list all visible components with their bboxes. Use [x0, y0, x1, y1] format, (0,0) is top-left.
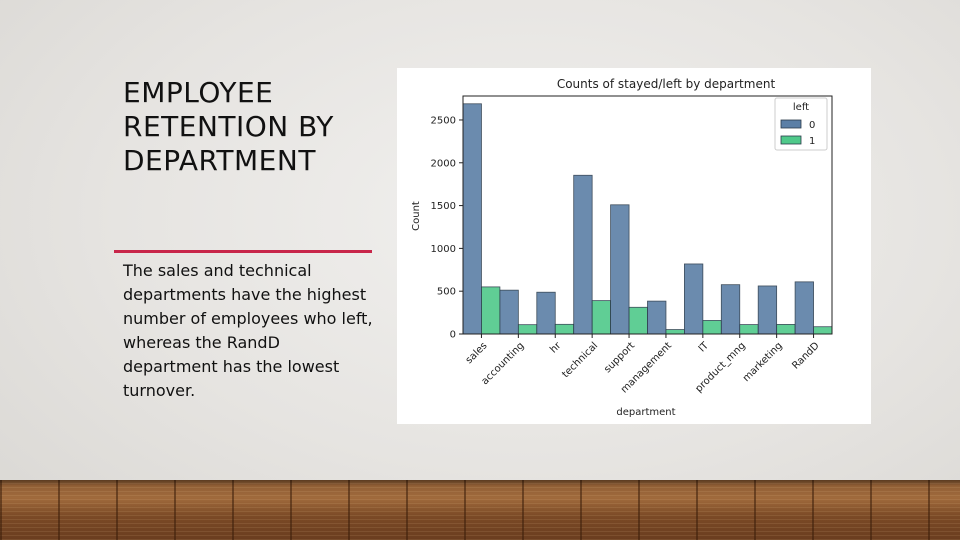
bar-accounting-left-1 — [517, 324, 538, 335]
bar-sales-left-1 — [481, 286, 501, 335]
bar-management-left-1 — [665, 329, 685, 335]
bar-support-left-1 — [628, 306, 648, 335]
x-tick-label-hr: hr — [548, 340, 564, 356]
x-axis-label: department — [616, 407, 675, 418]
bar-marketing-left-0 — [757, 285, 778, 335]
x-tick-label-marketing: marketing — [741, 340, 785, 384]
bar-technical-left-0 — [573, 174, 593, 335]
bar-RandD-left-0 — [794, 281, 814, 335]
floor-shadow — [0, 480, 960, 486]
bar-IT-left-1 — [702, 320, 722, 335]
bar-product_mng-left-1 — [739, 324, 759, 335]
bar-sales-left-0 — [462, 103, 482, 335]
y-tick-label: 2000 — [431, 158, 456, 169]
y-tick-label: 500 — [437, 287, 456, 298]
legend-label-1: 1 — [809, 136, 815, 147]
wooden-floor-decoration — [0, 480, 960, 540]
bar-IT-left-0 — [683, 263, 704, 335]
x-tick-label-technical: technical — [560, 340, 600, 380]
x-tick-label-IT: IT — [697, 340, 712, 355]
plot-frame — [462, 95, 833, 335]
slide-title: EMPLOYEE RETENTION BY DEPARTMENT — [123, 76, 334, 177]
bar-support-left-0 — [610, 204, 630, 335]
accent-divider — [114, 250, 372, 253]
bar-hr-left-0 — [536, 291, 556, 335]
bar-product_mng-left-0 — [720, 284, 741, 335]
bar-hr-left-1 — [554, 323, 575, 335]
x-tick-label-RandD: RandD — [790, 340, 821, 371]
bar-management-left-0 — [647, 300, 667, 335]
slide-body-text: The sales and technical departments have… — [123, 261, 373, 400]
y-tick-label: 0 — [450, 330, 456, 341]
x-tick-label-sales: sales — [464, 340, 490, 366]
bar-accounting-left-0 — [499, 289, 519, 335]
chart-panel: Counts of stayed/left by department depa… — [397, 68, 871, 424]
x-tick-label-support: support — [602, 340, 637, 375]
y-axis-label: Count — [411, 201, 422, 231]
chart-title: Counts of stayed/left by department — [557, 77, 776, 91]
legend-label-0: 0 — [809, 120, 815, 131]
y-tick-label: 1500 — [431, 201, 456, 212]
bar-marketing-left-1 — [776, 324, 796, 335]
legend-swatch-1 — [780, 135, 802, 145]
bar-RandD-left-1 — [813, 326, 833, 335]
bars-group — [462, 103, 833, 335]
legend-title: left — [793, 102, 809, 113]
bar-chart: Counts of stayed/left by department depa… — [411, 77, 833, 418]
legend-swatch-0 — [780, 119, 802, 129]
bar-technical-left-1 — [591, 300, 611, 335]
y-tick-label: 2500 — [431, 115, 456, 126]
y-tick-label: 1000 — [431, 244, 456, 255]
